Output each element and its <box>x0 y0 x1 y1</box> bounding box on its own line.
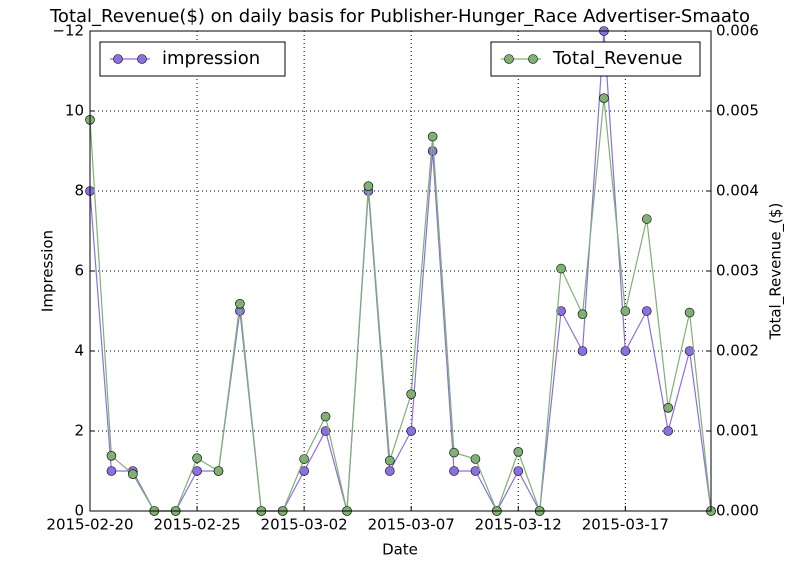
point <box>684 307 695 318</box>
point <box>599 93 609 103</box>
legend-marker <box>113 54 123 64</box>
point <box>663 426 673 436</box>
point <box>470 454 481 464</box>
point <box>449 466 459 476</box>
y-tick-label: 0 <box>74 502 84 520</box>
y2-tick-label: 0.006 <box>716 22 759 40</box>
x-tick-label: 2015-02-25 <box>153 516 240 534</box>
point <box>384 466 395 476</box>
legend-marker <box>504 54 514 64</box>
series-line <box>89 30 712 513</box>
y-tick-label: 10 <box>65 102 84 120</box>
legend-marker <box>528 54 538 64</box>
point <box>449 447 459 458</box>
y2-tick-label: 0.002 <box>716 342 759 360</box>
y2-tick-label: 0.004 <box>716 182 759 200</box>
chart-title: Total_Revenue($) on daily basis for Publ… <box>49 6 750 27</box>
point <box>406 389 417 400</box>
point <box>513 446 524 457</box>
legend: Total_Revenue <box>490 41 701 77</box>
x-tick-label: 2015-03-02 <box>261 516 348 534</box>
x-tick-label: 2015-02-20 <box>46 516 133 534</box>
point <box>513 466 524 476</box>
point <box>641 306 652 316</box>
point <box>427 131 438 142</box>
y2-axis-label: Total_Revenue_($) <box>767 203 786 341</box>
point <box>384 455 395 466</box>
y2-tick-label: 0.005 <box>716 102 759 120</box>
point <box>684 346 695 356</box>
point <box>213 466 224 476</box>
point <box>192 453 202 464</box>
point <box>299 454 309 464</box>
y2-tick-label: 0.000 <box>716 502 759 520</box>
y-tick-label: 8 <box>74 182 84 200</box>
x-axis-label: Date <box>382 541 418 559</box>
series-line <box>89 98 712 513</box>
point <box>620 346 631 356</box>
x-tick-label: 2015-03-07 <box>368 516 455 534</box>
point <box>363 181 374 191</box>
y-axis-label: Impression <box>39 230 57 312</box>
legend-label: Total_Revenue <box>552 48 682 69</box>
point <box>663 402 673 413</box>
x-tick-label: 2015-03-17 <box>582 516 669 534</box>
point <box>235 298 245 309</box>
plot-frame <box>89 30 712 512</box>
y-tick-label: 2 <box>74 422 84 440</box>
point <box>192 466 202 476</box>
y2-tick-label: 0.003 <box>716 262 759 280</box>
legend: impression <box>99 41 286 77</box>
x-tick-label: 2015-03-12 <box>475 516 562 534</box>
point <box>128 469 138 480</box>
point <box>320 411 331 422</box>
point <box>106 450 117 461</box>
legend-marker <box>137 54 147 64</box>
point <box>556 263 566 274</box>
point <box>106 466 117 476</box>
point <box>556 306 566 316</box>
legend-label: impression <box>162 48 260 69</box>
point <box>620 306 631 316</box>
point <box>577 309 588 320</box>
point <box>577 346 588 356</box>
point <box>641 214 652 224</box>
point <box>406 426 417 436</box>
point <box>427 146 438 156</box>
y-tick-label: −12 <box>52 22 84 40</box>
y2-tick-label: 0.001 <box>716 422 759 440</box>
y-tick-label: 4 <box>74 342 84 360</box>
y-tick-label: 6 <box>74 262 84 280</box>
